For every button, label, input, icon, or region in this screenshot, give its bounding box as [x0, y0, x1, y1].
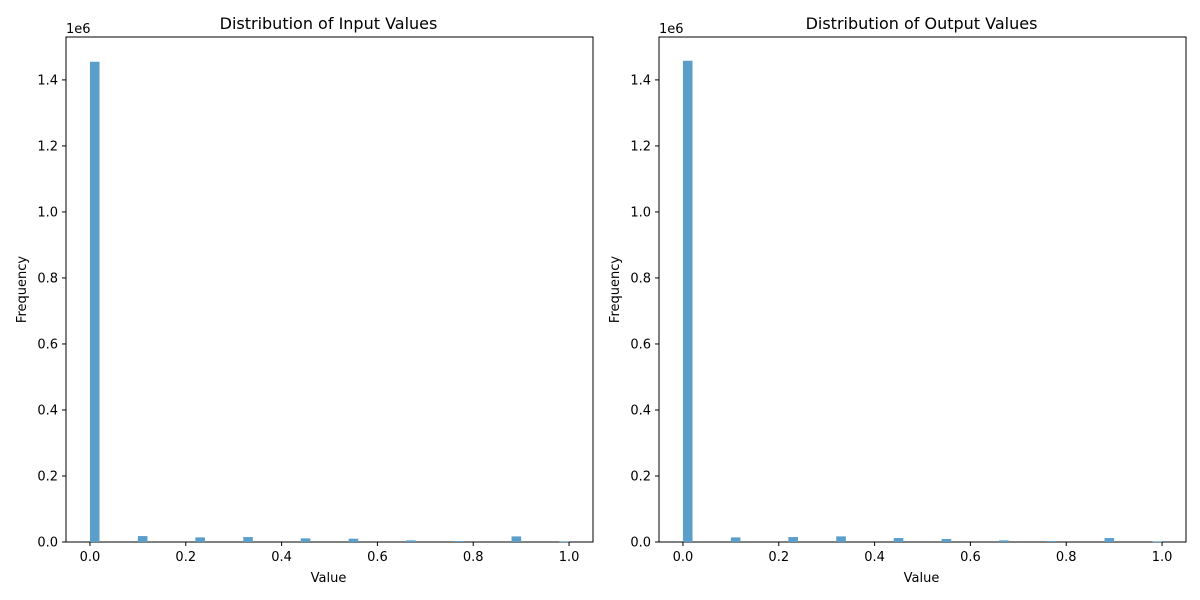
y-tick-label: 1.4: [630, 73, 651, 88]
y-tick-label: 1.2: [630, 139, 651, 154]
x-tick-label: 1.0: [1152, 550, 1173, 565]
x-tick-label: 1.0: [559, 550, 580, 565]
histogram-bar: [300, 538, 311, 542]
histogram-bar: [559, 541, 570, 543]
y-ticks: 0.0 0.2 0.4 0.6 0.8 1.0 1.2 1.4: [630, 73, 659, 551]
y-tick-label: 0.6: [37, 337, 58, 352]
y-tick-label: 1.0: [37, 205, 58, 220]
plot-area: [65, 36, 594, 543]
x-tick-label: 0.6: [367, 550, 388, 565]
histogram-bar: [243, 537, 253, 542]
histogram-bar: [348, 538, 359, 542]
histogram-bar: [406, 540, 416, 542]
x-tick-label: 0.6: [960, 550, 981, 565]
y-tick-label: 0.8: [37, 271, 58, 286]
chart-output: Distribution of Output Values 1e6 0.0 0.2…: [608, 14, 1187, 586]
x-ticks: 0.0 0.2 0.4 0.6 0.8 1.0: [673, 542, 1173, 565]
y-tick-label: 1.4: [37, 73, 58, 88]
histogram-bar: [788, 537, 798, 542]
x-axis-label: Value: [311, 571, 347, 586]
y-tick-label: 0.8: [630, 271, 651, 286]
y-tick-label: 0.0: [37, 536, 58, 551]
histogram-bar: [941, 539, 952, 542]
bars: [682, 60, 1163, 543]
y-offset-label: 1e6: [659, 22, 684, 37]
histogram-bar: [1104, 538, 1115, 542]
x-tick-label: 0.8: [1056, 550, 1077, 565]
y-axis-label: Frequency: [15, 256, 30, 323]
histogram-bar: [836, 536, 846, 542]
bars: [89, 61, 570, 543]
y-offset-label: 1e6: [66, 22, 91, 37]
x-tick-label: 0.0: [80, 550, 101, 565]
y-tick-label: 0.4: [630, 403, 651, 418]
histogram-bar: [1047, 541, 1057, 542]
chart-input: Distribution of Input Values 1e6 0.0 0.2 0…: [15, 14, 594, 586]
histogram-bar: [999, 540, 1009, 542]
x-tick-label: 0.2: [768, 550, 789, 565]
y-tick-label: 0.6: [630, 337, 651, 352]
y-tick-label: 0.2: [630, 469, 651, 484]
x-tick-label: 0.8: [463, 550, 484, 565]
x-tick-label: 0.4: [864, 550, 885, 565]
y-tick-label: 0.2: [37, 469, 58, 484]
histogram-bar: [1152, 541, 1163, 543]
y-axis-label: Frequency: [608, 256, 623, 323]
chart-title: Distribution of Output Values: [806, 14, 1038, 33]
x-tick-label: 0.0: [673, 550, 694, 565]
y-ticks: 0.0 0.2 0.4 0.6 0.8 1.0 1.2 1.4: [37, 73, 66, 551]
y-tick-label: 1.0: [630, 205, 651, 220]
histogram-bar: [195, 537, 205, 542]
histogram-bar: [511, 536, 522, 542]
histogram-bar: [682, 60, 693, 542]
histogram-bar: [137, 536, 148, 542]
y-tick-label: 0.0: [630, 536, 651, 551]
histogram-bar: [89, 61, 100, 542]
chart-title: Distribution of Input Values: [220, 14, 438, 33]
x-tick-label: 0.4: [271, 550, 292, 565]
x-ticks: 0.0 0.2 0.4 0.6 0.8 1.0: [80, 542, 580, 565]
histogram-bar: [730, 537, 741, 542]
x-axis-label: Value: [904, 571, 940, 586]
x-tick-label: 0.2: [175, 550, 196, 565]
y-tick-label: 1.2: [37, 139, 58, 154]
y-tick-label: 0.4: [37, 403, 58, 418]
histogram-bar: [454, 541, 464, 542]
plot-area: [658, 36, 1187, 543]
histogram-bar: [893, 538, 904, 542]
